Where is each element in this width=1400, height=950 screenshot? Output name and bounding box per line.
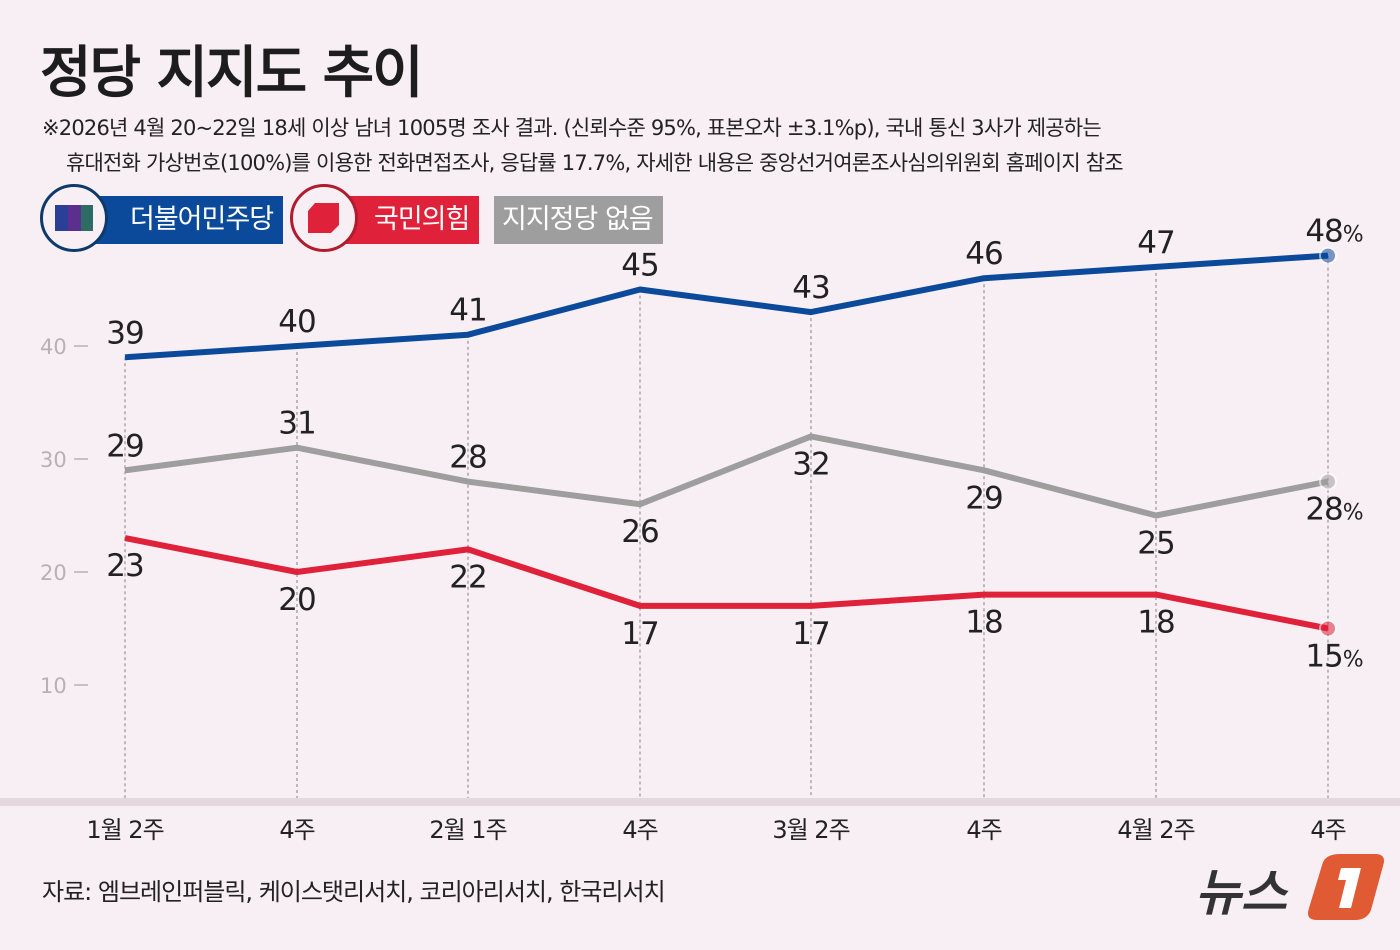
data-label: 18 xyxy=(965,605,1002,641)
data-label: 45 xyxy=(621,248,658,284)
series-line-2 xyxy=(124,535,1329,632)
data-label: 22 xyxy=(449,559,486,595)
legend-label: 국민의힘 xyxy=(374,204,470,235)
line-chart: 10 20 30 40 1월 2주 4주 2월 1주 4주 3월 2주 4주 4월 2주 4주 39 40… xyxy=(0,214,1400,844)
legend-label: 더불어민주당 xyxy=(130,204,274,235)
page-title: 정당 지지도 추이 xyxy=(40,41,424,106)
democratic-flag-icon xyxy=(40,184,108,252)
data-label: 17 xyxy=(621,616,658,652)
data-label: 32 xyxy=(792,446,829,482)
data-label: 20 xyxy=(278,582,315,618)
data-label: 25 xyxy=(1137,526,1174,562)
survey-note-line-2: 휴대전화 가상번호(100%)를 이용한 전화면접조사, 응답률 17.7%, … xyxy=(66,151,1124,175)
data-label: 41 xyxy=(449,293,486,329)
x-tick-label: 3월 2주 xyxy=(772,816,849,844)
svg-text:뉴스: 뉴스 xyxy=(1195,864,1289,922)
y-tick-label: 30 xyxy=(40,448,67,472)
baseline-band xyxy=(0,798,1400,806)
ppp-logo-icon xyxy=(290,184,358,252)
data-label: 29 xyxy=(965,480,1002,516)
y-tick-label: 20 xyxy=(40,561,67,585)
series-line-3 xyxy=(124,433,1329,519)
data-label: 40 xyxy=(278,304,315,340)
news1-logo: 뉴스 xyxy=(1195,850,1390,929)
end-point-marker xyxy=(1319,619,1337,638)
end-point-marker xyxy=(1319,246,1337,265)
data-label: 26 xyxy=(621,514,658,550)
series-line-1 xyxy=(124,252,1329,361)
x-tick-label: 4주 xyxy=(1310,816,1345,844)
data-label: 28% xyxy=(1305,492,1362,528)
data-label: 43 xyxy=(792,270,829,306)
data-label: 39 xyxy=(106,315,143,351)
x-tick-label: 4월 2주 xyxy=(1117,816,1194,844)
data-label: 28 xyxy=(449,440,486,476)
data-label: 15% xyxy=(1305,639,1362,675)
y-tick-label: 40 xyxy=(40,335,67,359)
x-tick-label: 4주 xyxy=(622,816,657,844)
data-label: 17 xyxy=(792,616,829,652)
survey-note-line-1: ※2026년 4월 20~22일 18세 이상 남녀 1005명 조사 결과. … xyxy=(42,116,1102,140)
legend-label: 지지정당 없음 xyxy=(502,204,654,235)
end-point-marker xyxy=(1319,472,1337,491)
source-note: 자료: 엠브레인퍼블릭, 케이스탯리서치, 코리아리서치, 한국리서치 xyxy=(42,878,666,906)
data-label: 23 xyxy=(106,548,143,584)
data-label: 18 xyxy=(1137,605,1174,641)
data-label: 48% xyxy=(1305,214,1362,250)
x-tick-label: 4주 xyxy=(279,816,314,844)
data-label: 29 xyxy=(106,428,143,464)
x-tick-label: 2월 1주 xyxy=(429,816,506,844)
y-tick-label: 10 xyxy=(40,674,67,698)
x-tick-label: 1월 2주 xyxy=(86,816,163,844)
data-label: 46 xyxy=(965,236,1002,272)
data-label: 31 xyxy=(278,406,315,442)
data-label: 47 xyxy=(1137,225,1174,261)
legend-none: 지지정당 없음 xyxy=(494,196,663,244)
legend-democratic: 더불어민주당 xyxy=(72,196,284,244)
x-tick-label: 4주 xyxy=(966,816,1001,844)
